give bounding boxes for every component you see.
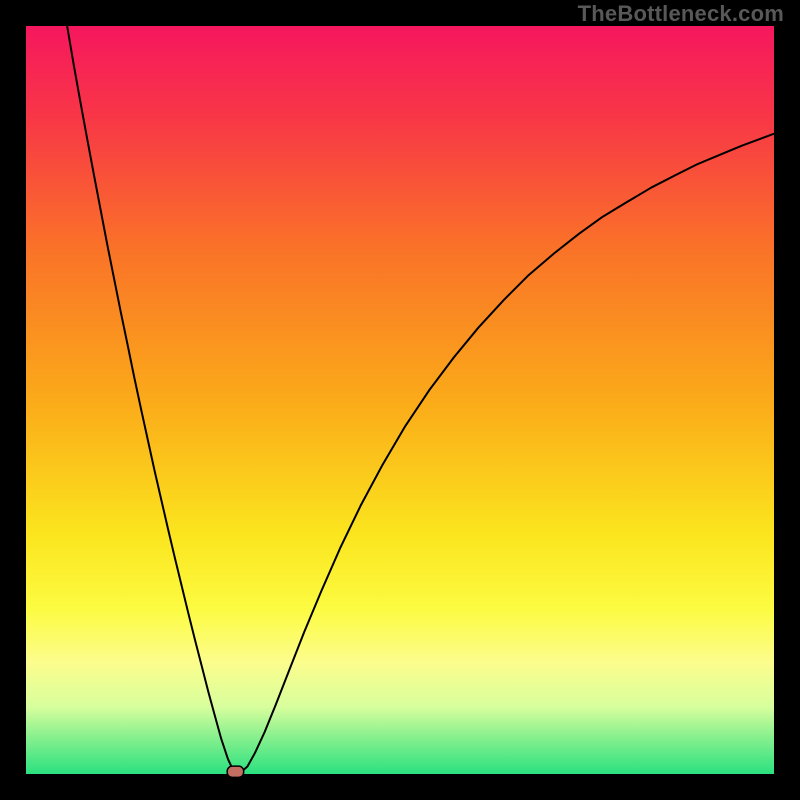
- watermark-text: TheBottleneck.com: [0, 1, 800, 27]
- chart-container: TheBottleneck.com: [0, 0, 800, 800]
- minimum-marker: [227, 766, 243, 777]
- bottleneck-chart: [0, 0, 800, 800]
